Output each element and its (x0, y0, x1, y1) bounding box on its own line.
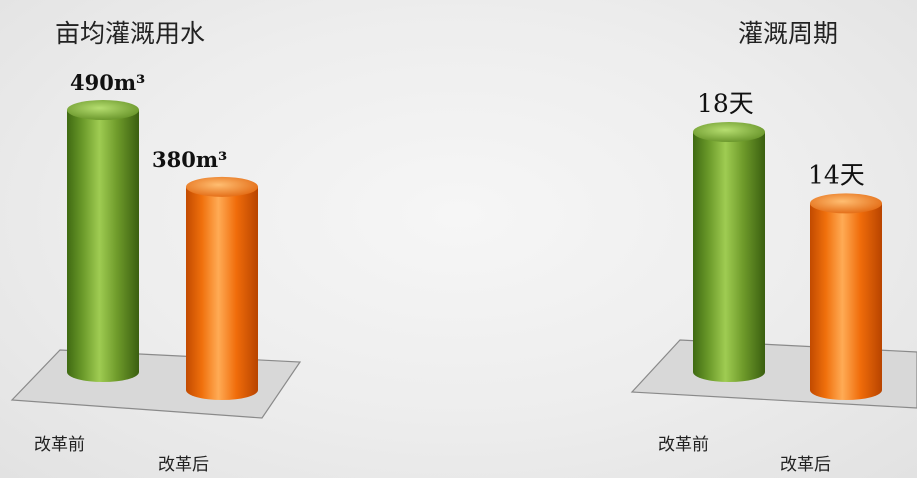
data-label: 490m³ (70, 70, 145, 95)
category-label: 改革后 (780, 455, 831, 475)
data-label: 380m³ (152, 147, 227, 172)
bar-top-cap (186, 176, 258, 197)
chart-irrigation-cycle: 灌溉周期 18天 14天 改革前 改革后 (630, 19, 917, 475)
bar (67, 110, 139, 382)
bar-top-cap (810, 193, 882, 214)
chart-irrigation-water: 亩均灌溉用水 490m³ 380m³ 改革前 改革后 (10, 19, 302, 475)
chart-title: 灌溉周期 (738, 19, 838, 48)
chart-title: 亩均灌溉用水 (55, 19, 205, 48)
bar-top-cap (67, 100, 139, 120)
data-label: 14天 (808, 160, 865, 189)
bar (693, 132, 765, 382)
category-label: 改革后 (158, 455, 209, 475)
category-label: 改革前 (658, 435, 709, 455)
bar (810, 203, 882, 400)
bar (186, 186, 258, 400)
bar-top-cap (693, 122, 765, 142)
data-label: 18天 (697, 89, 754, 118)
category-label: 改革前 (34, 435, 85, 455)
